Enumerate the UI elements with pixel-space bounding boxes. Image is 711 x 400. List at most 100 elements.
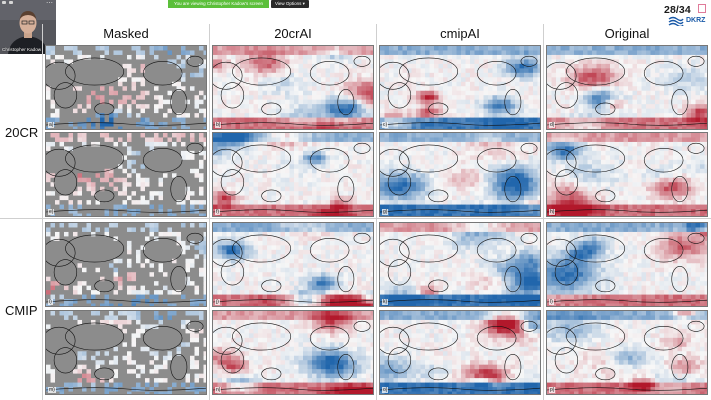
map-cell [416,146,421,152]
map-cell [659,108,665,114]
map-cell [533,141,538,147]
map-cell [384,137,390,143]
map-cell [655,104,660,110]
map-cell [537,113,540,118]
map-cell [158,54,164,60]
map-cell [280,54,286,60]
map-cell [465,191,471,197]
map-cell [231,122,236,127]
map-cell [100,168,105,174]
map-cell [104,155,110,161]
map-cell [420,164,426,170]
map-cell [334,177,340,183]
more-options-icon[interactable]: ⋯ [46,0,53,7]
map-cell [411,133,417,138]
map-cell [109,86,114,92]
map-cell [650,81,656,87]
map-cell [461,77,466,83]
map-cell [389,155,394,161]
map-cell [190,182,195,188]
map-cell [357,209,362,214]
map-cell [312,173,317,179]
map-cell [506,186,511,192]
map-cell [55,117,60,123]
map-cell [488,122,493,127]
map-cell [294,155,299,161]
webcam-thumbnail[interactable]: ⋯ Christopher Kadow [0,0,56,54]
map-cell [402,200,408,205]
map-cell [185,104,191,110]
mic-icon[interactable] [2,1,6,4]
map-cell [398,204,403,210]
map-cell [429,195,435,201]
map-cell [82,200,87,205]
map-cell [370,141,373,147]
map-cell [181,95,186,101]
map-cell [411,204,417,210]
map-cell [267,200,272,205]
map-cell [253,95,259,101]
map-cell [515,54,520,60]
map-cell [154,126,159,129]
map-cell [149,209,155,214]
map-cell [316,59,322,65]
map-cell [695,72,701,78]
map-cell [348,168,353,174]
map-cell [443,133,448,138]
view-options-button[interactable]: View Options ▾ [271,0,309,8]
map-cell [289,150,295,156]
map-cell [461,117,466,123]
map-cell [181,54,186,60]
map-cell [145,182,150,188]
map-cell [393,90,399,96]
map-cell [384,90,390,96]
map-cell [361,95,367,101]
map-cell [253,117,259,123]
map-cell [691,90,696,96]
map-cell [438,159,444,165]
map-cell [285,54,290,60]
map-cell [213,191,218,197]
map-cell [361,146,367,152]
map-cell [222,113,227,118]
map-cell [194,177,200,183]
map-cell [384,54,390,60]
map-cell [393,146,399,152]
map-cell [226,81,232,87]
camera-icon[interactable] [9,1,13,4]
map-cell [73,137,78,143]
map-cell [447,113,453,118]
map-cell [411,191,417,197]
map-cell [181,126,186,129]
map-cell [501,126,507,129]
map-cell [587,46,593,51]
map-cell [601,122,606,127]
map-cell [682,108,687,114]
map-cell [479,209,484,214]
map-cell [68,68,74,74]
map-cell [528,59,534,65]
map-cell [316,200,322,205]
map-cell [565,113,570,118]
map-cell [402,46,408,51]
map-cell [163,200,168,205]
map-cell [673,81,678,87]
map-cell [501,141,507,147]
map-cell [249,108,254,114]
map-cell [190,155,195,161]
map-cell [393,95,399,101]
map-cell [145,50,150,56]
map-cell [149,122,155,127]
map-cell [348,133,353,138]
map-cell [118,108,123,114]
map-cell [560,50,566,56]
map-cell [217,95,223,101]
map-cell [59,204,65,210]
map-cell [465,72,471,78]
map-cell [380,177,385,183]
map-cell [370,133,373,138]
map-cell [447,90,453,96]
map-cell [235,213,241,216]
map-cell [641,59,647,65]
map-cell [519,126,525,129]
